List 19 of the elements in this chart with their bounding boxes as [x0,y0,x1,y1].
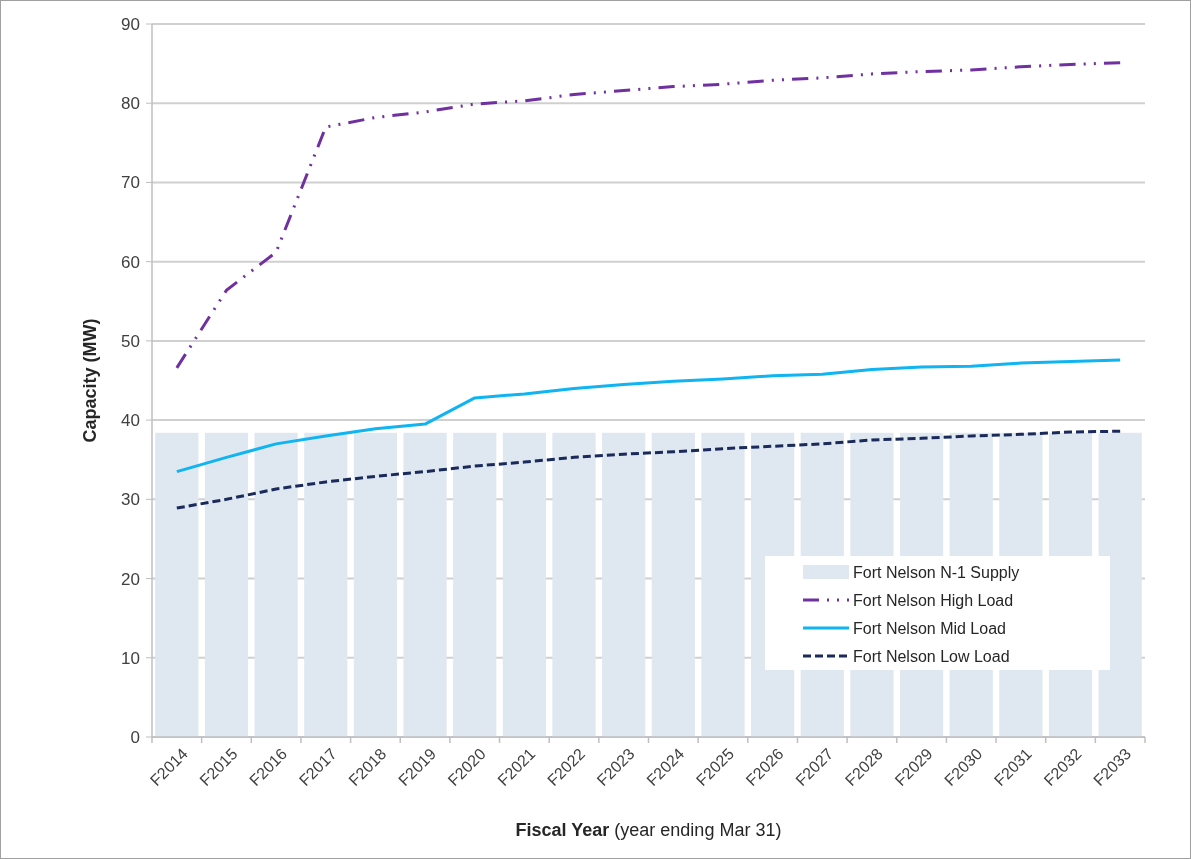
y-tick-label: 60 [121,252,140,272]
y-tick-label: 70 [121,173,140,193]
y-tick-label: 50 [121,331,140,351]
x-axis-title: Fiscal Year (year ending Mar 31) [515,820,782,840]
legend-label: Fort Nelson N-1 Supply [853,563,1020,581]
y-tick-label: 0 [130,727,140,747]
legend-label: Fort Nelson High Load [853,591,1014,609]
legend-label: Fort Nelson Mid Load [853,619,1006,637]
legend-label: Fort Nelson Low Load [853,647,1010,665]
y-tick-label: 40 [121,411,140,431]
y-tick-label: 20 [121,569,140,589]
y-tick-label: 30 [121,490,140,510]
line-series [175,61,1122,370]
y-tick-label: 90 [121,14,140,34]
line-series [175,429,1122,510]
line-series [175,358,1122,474]
y-tick-label: 80 [121,94,140,114]
y-axis-title: Capacity (MW) [80,318,100,443]
y-tick-label: 10 [121,648,140,668]
